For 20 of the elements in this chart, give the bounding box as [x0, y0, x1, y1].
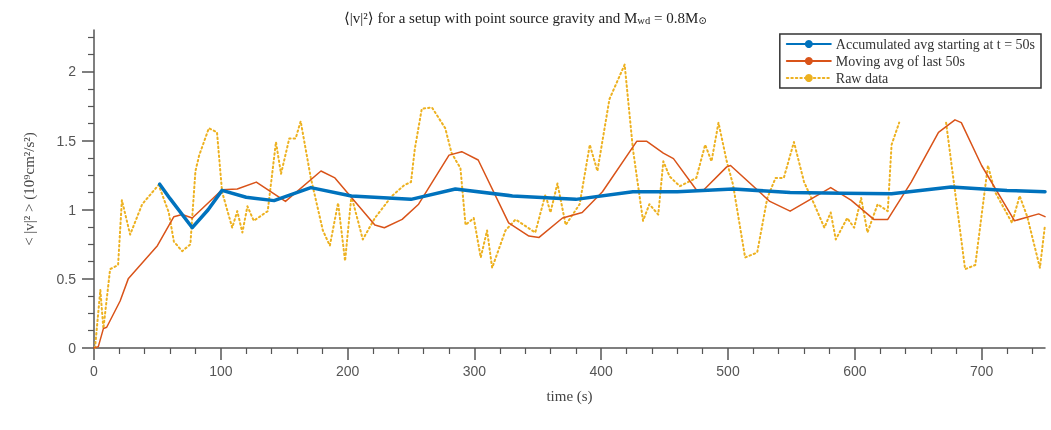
y-axis-title: < |v|² > (10⁹cm²/s²): [20, 132, 38, 246]
x-tick-label: 200: [335, 363, 360, 379]
x-tick-label: 500: [716, 363, 740, 379]
x-tick-label: 0: [90, 363, 99, 379]
y-tick-label: 0: [68, 340, 77, 356]
legend-label: Raw data: [835, 70, 890, 86]
x-tick-label: 100: [209, 363, 233, 379]
chart-title: ⟨|v|²⟩ for a setup with point source gravity and Mwd = 0.8M⊙: [343, 9, 708, 26]
x-tick-label: 300: [462, 363, 487, 379]
x-axis-title: time (s): [546, 387, 593, 405]
y-tick-label: 2: [68, 63, 77, 80]
y-tick-label: 1.5: [56, 132, 77, 149]
x-tick-label: 700: [969, 363, 994, 379]
legend-label: Moving avg of last 50s: [835, 53, 965, 69]
legend-label: Accumulated avg starting at t = 50s: [835, 36, 1036, 52]
x-tick-label: 600: [843, 363, 867, 379]
y-tick-label: 0.5: [56, 270, 77, 287]
x-tick-label: 400: [589, 363, 614, 379]
y-tick-label: 1: [68, 201, 77, 218]
line-series: [157, 182, 1047, 230]
